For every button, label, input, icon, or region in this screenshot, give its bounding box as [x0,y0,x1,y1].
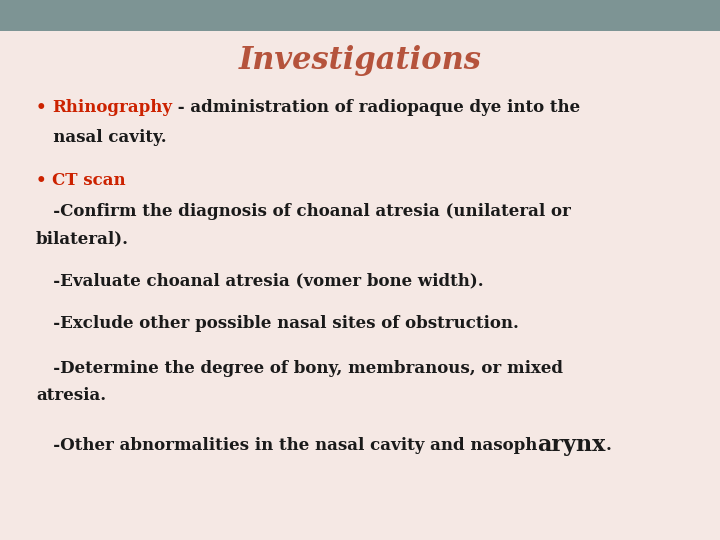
Text: -Determine the degree of bony, membranous, or mixed: -Determine the degree of bony, membranou… [36,360,563,377]
Text: Rhinography: Rhinography [53,99,172,117]
Text: - administration of radiopaque dye into the: - administration of radiopaque dye into … [172,99,580,117]
Text: atresia.: atresia. [36,387,106,404]
Text: Investigations: Investigations [238,45,482,76]
Text: CT scan: CT scan [53,172,126,190]
Text: -Evaluate choanal atresia (vomer bone width).: -Evaluate choanal atresia (vomer bone wi… [36,272,484,289]
Text: bilateral).: bilateral). [36,230,129,247]
Text: -Exclude other possible nasal sites of obstruction.: -Exclude other possible nasal sites of o… [36,315,519,333]
Text: nasal cavity.: nasal cavity. [36,129,166,146]
Text: •: • [36,99,53,117]
Text: .: . [606,437,611,454]
Text: arynx: arynx [537,435,606,456]
Text: -Confirm the diagnosis of choanal atresia (unilateral or: -Confirm the diagnosis of choanal atresi… [36,203,571,220]
Text: -Other abnormalities in the nasal cavity and nasoph: -Other abnormalities in the nasal cavity… [36,437,537,454]
Bar [0,0,720,31]
Text: •: • [36,172,53,190]
